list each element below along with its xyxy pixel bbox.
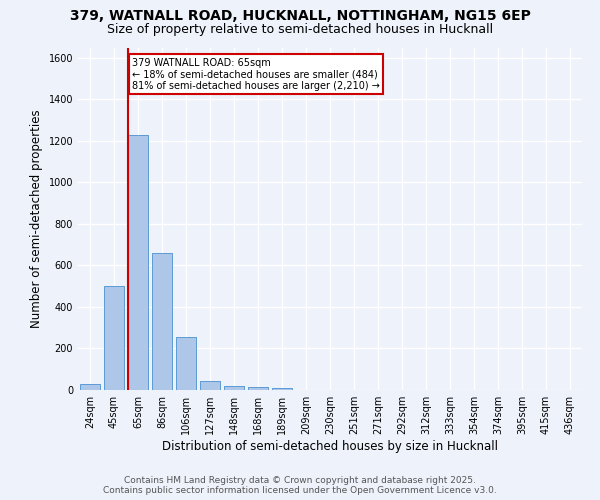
- Text: 379 WATNALL ROAD: 65sqm
← 18% of semi-detached houses are smaller (484)
81% of s: 379 WATNALL ROAD: 65sqm ← 18% of semi-de…: [132, 58, 380, 91]
- Bar: [200, 380, 220, 390]
- Bar: [248, 388, 268, 390]
- Y-axis label: Number of semi-detached properties: Number of semi-detached properties: [30, 110, 43, 328]
- Text: Contains HM Land Registry data © Crown copyright and database right 2025.
Contai: Contains HM Land Registry data © Crown c…: [103, 476, 497, 495]
- Text: 379, WATNALL ROAD, HUCKNALL, NOTTINGHAM, NG15 6EP: 379, WATNALL ROAD, HUCKNALL, NOTTINGHAM,…: [70, 9, 530, 23]
- X-axis label: Distribution of semi-detached houses by size in Hucknall: Distribution of semi-detached houses by …: [162, 440, 498, 453]
- Bar: [80, 384, 100, 390]
- Bar: [224, 386, 244, 390]
- Bar: [272, 388, 292, 390]
- Bar: [104, 286, 124, 390]
- Text: Size of property relative to semi-detached houses in Hucknall: Size of property relative to semi-detach…: [107, 22, 493, 36]
- Bar: [152, 253, 172, 390]
- Bar: [128, 134, 148, 390]
- Bar: [176, 337, 196, 390]
